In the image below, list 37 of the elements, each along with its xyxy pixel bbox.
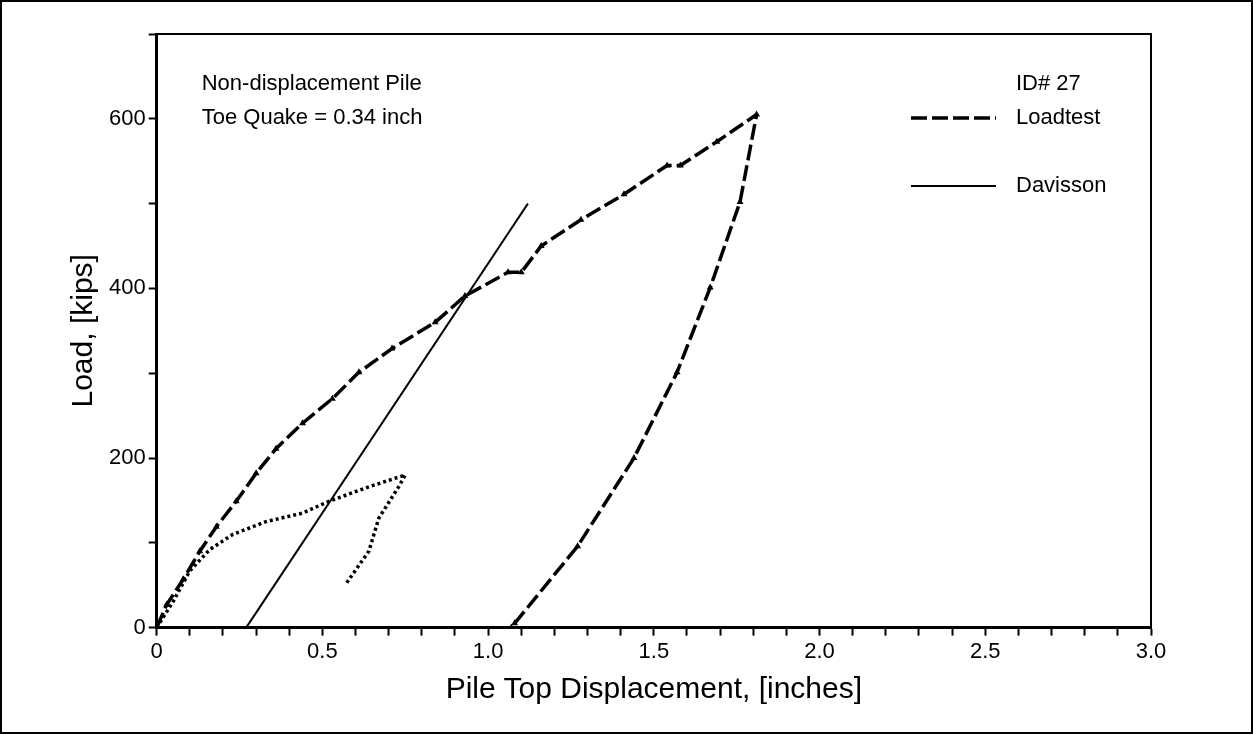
y-axis-title: Load, [kips] bbox=[65, 254, 99, 408]
y-tick-label: 400 bbox=[108, 274, 146, 300]
point bbox=[537, 242, 545, 248]
x-tick-label: 2.5 bbox=[969, 637, 1001, 663]
point bbox=[232, 497, 240, 504]
x-tick-label: 1.0 bbox=[472, 637, 504, 663]
point bbox=[574, 542, 582, 549]
point bbox=[179, 575, 187, 582]
point bbox=[196, 547, 204, 554]
annotation: Non-displacement Pile bbox=[201, 70, 422, 96]
y-tick-label: 600 bbox=[108, 104, 146, 130]
point bbox=[252, 469, 260, 476]
y-tick-label: 200 bbox=[108, 444, 146, 470]
point bbox=[388, 344, 396, 351]
point bbox=[461, 292, 469, 299]
point bbox=[272, 444, 280, 451]
annotation: Toe Quake = 0.34 inch bbox=[201, 104, 423, 130]
point bbox=[713, 137, 721, 144]
point bbox=[630, 454, 638, 460]
point bbox=[299, 419, 306, 426]
x-tick-label: 1.5 bbox=[638, 637, 670, 663]
point bbox=[355, 368, 363, 375]
x-axis-title: Pile Top Displacement, [inches] bbox=[445, 671, 863, 705]
point bbox=[706, 283, 714, 290]
x-tick-label: 0.5 bbox=[307, 637, 338, 663]
point bbox=[517, 268, 525, 275]
point bbox=[577, 215, 585, 222]
x-tick-label: 2.0 bbox=[804, 637, 835, 663]
legend-title: ID# 27 bbox=[1016, 70, 1081, 96]
legend-label: Loadtest bbox=[1016, 104, 1101, 130]
point bbox=[431, 318, 439, 325]
point bbox=[212, 522, 220, 529]
legend-label: Davisson bbox=[1016, 172, 1107, 198]
y-tick-label: 0 bbox=[133, 613, 146, 639]
x-tick-label: 3.0 bbox=[1135, 637, 1167, 663]
point bbox=[753, 110, 761, 117]
x-tick-label: 0 bbox=[150, 637, 163, 663]
